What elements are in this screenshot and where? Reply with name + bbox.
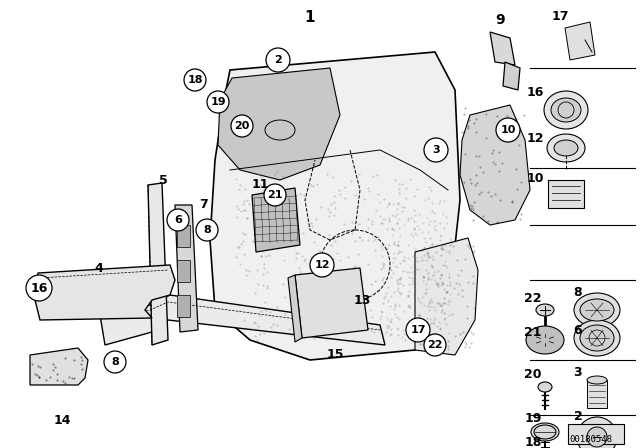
Text: 21: 21 (268, 190, 283, 200)
Circle shape (424, 334, 446, 356)
Text: 20: 20 (524, 367, 541, 380)
Text: 8: 8 (573, 287, 582, 300)
Text: 19: 19 (524, 412, 541, 425)
Ellipse shape (547, 134, 585, 162)
Text: 10: 10 (526, 172, 544, 185)
Bar (177, 295, 190, 317)
Circle shape (406, 318, 430, 342)
Text: 16: 16 (526, 86, 544, 99)
Text: 8: 8 (203, 225, 211, 235)
Text: 5: 5 (159, 173, 168, 186)
Polygon shape (490, 32, 515, 65)
Text: 4: 4 (95, 262, 104, 275)
Text: 13: 13 (353, 293, 371, 306)
Ellipse shape (551, 98, 581, 122)
Circle shape (26, 275, 52, 301)
Bar (568, 424, 624, 444)
Circle shape (310, 253, 334, 277)
Text: 1: 1 (305, 10, 316, 26)
Text: 10: 10 (500, 125, 516, 135)
Circle shape (167, 209, 189, 231)
Text: 6: 6 (174, 215, 182, 225)
Circle shape (196, 219, 218, 241)
Polygon shape (415, 238, 478, 355)
Circle shape (587, 427, 607, 447)
Circle shape (266, 48, 290, 72)
Circle shape (496, 118, 520, 142)
Text: 6: 6 (573, 323, 582, 336)
Ellipse shape (538, 382, 552, 392)
Ellipse shape (544, 91, 588, 129)
Polygon shape (148, 183, 168, 345)
Text: 12: 12 (314, 260, 330, 270)
Polygon shape (503, 62, 520, 90)
Polygon shape (252, 188, 300, 252)
Polygon shape (218, 68, 340, 180)
Circle shape (231, 115, 253, 137)
Text: 7: 7 (198, 198, 207, 211)
Bar (548, 180, 584, 208)
Ellipse shape (574, 320, 620, 356)
Circle shape (424, 138, 448, 162)
Text: 22: 22 (428, 340, 443, 350)
Polygon shape (35, 265, 175, 320)
Polygon shape (100, 295, 385, 345)
Bar (587, 380, 607, 408)
Text: 15: 15 (326, 349, 344, 362)
Text: 20: 20 (234, 121, 250, 131)
Text: 9: 9 (495, 13, 505, 27)
Circle shape (104, 351, 126, 373)
Bar (177, 260, 190, 282)
Text: 12: 12 (526, 132, 544, 145)
Polygon shape (460, 105, 530, 225)
Polygon shape (288, 275, 302, 342)
Text: 21: 21 (524, 326, 541, 339)
Text: 17: 17 (551, 9, 569, 22)
Circle shape (207, 91, 229, 113)
Bar (177, 225, 190, 247)
Text: 2: 2 (573, 409, 582, 422)
Text: 11: 11 (252, 178, 269, 191)
Ellipse shape (536, 304, 554, 316)
Polygon shape (30, 348, 88, 385)
Text: 16: 16 (30, 281, 48, 294)
Text: 3: 3 (573, 366, 582, 379)
Ellipse shape (531, 423, 559, 441)
Text: 8: 8 (111, 357, 119, 367)
Circle shape (184, 69, 206, 91)
Circle shape (264, 184, 286, 206)
Text: 18: 18 (188, 75, 203, 85)
Text: 22: 22 (524, 292, 541, 305)
Ellipse shape (580, 299, 614, 321)
Ellipse shape (526, 326, 564, 354)
Polygon shape (565, 22, 595, 60)
Text: 14: 14 (53, 414, 71, 426)
Text: 3: 3 (432, 145, 440, 155)
Ellipse shape (587, 376, 607, 384)
Text: 18: 18 (524, 435, 541, 448)
Text: 17: 17 (410, 325, 426, 335)
Circle shape (577, 417, 617, 448)
Polygon shape (210, 52, 460, 360)
Polygon shape (175, 205, 198, 332)
Text: 19: 19 (210, 97, 226, 107)
Ellipse shape (534, 425, 556, 439)
Text: 00180548: 00180548 (570, 435, 612, 444)
Ellipse shape (554, 140, 578, 156)
Polygon shape (295, 268, 368, 338)
Text: 2: 2 (274, 55, 282, 65)
Ellipse shape (580, 325, 614, 351)
Ellipse shape (574, 293, 620, 327)
